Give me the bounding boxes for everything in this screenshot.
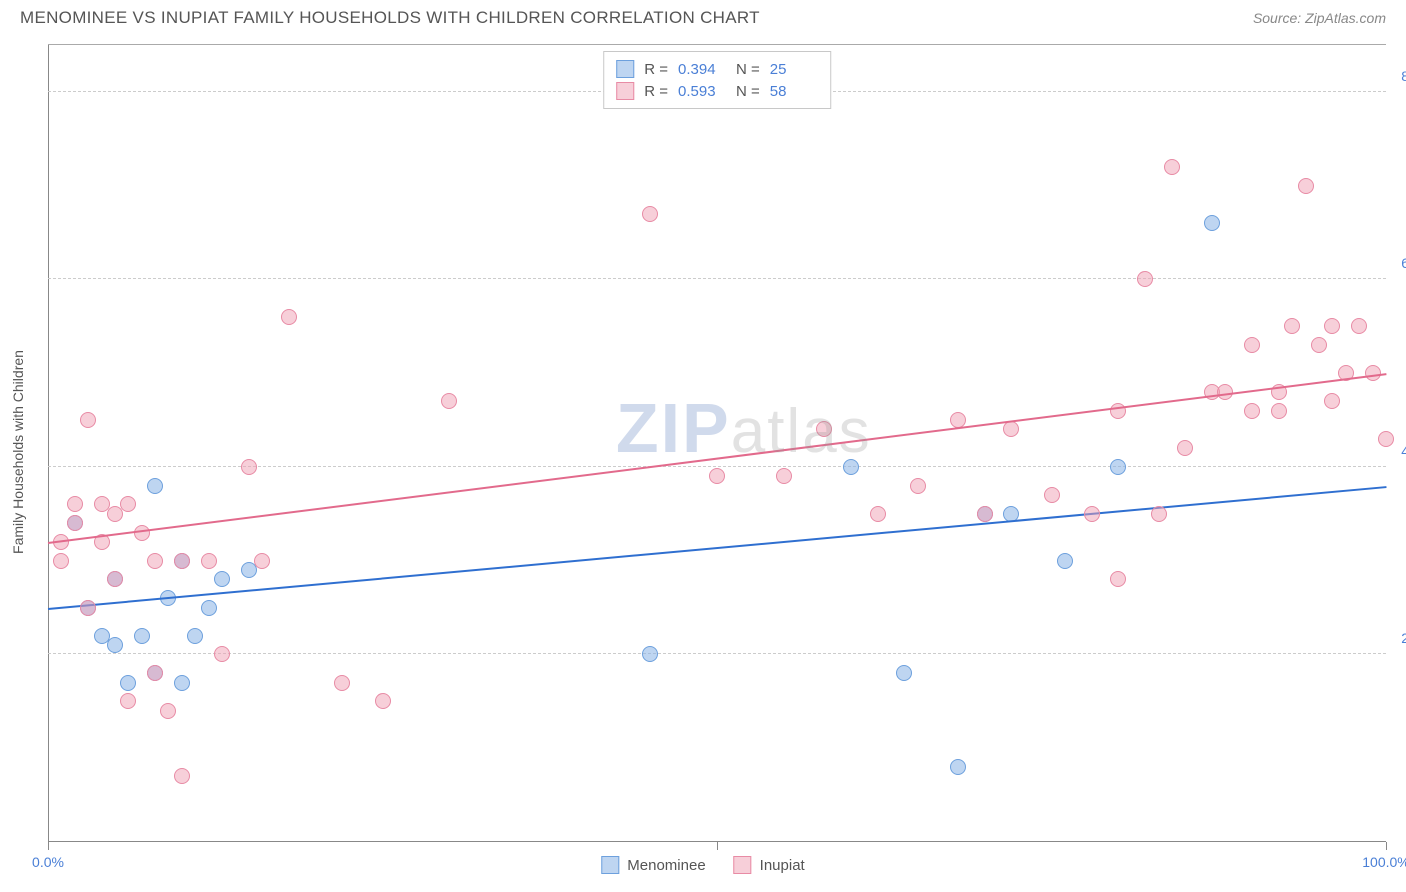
scatter-point [1110,571,1126,587]
scatter-point [950,759,966,775]
scatter-point [375,693,391,709]
scatter-point [120,496,136,512]
legend-r-value: 0.593 [678,83,726,100]
legend-n-label: N = [736,61,760,78]
scatter-point [1151,506,1167,522]
scatter-point [1324,393,1340,409]
x-tick-label: 100.0% [1362,854,1406,870]
y-tick-label: 60.0% [1391,255,1406,271]
scatter-point [1204,215,1220,231]
scatter-point [214,646,230,662]
scatter-point [334,675,350,691]
scatter-point [977,506,993,522]
scatter-point [187,628,203,644]
scatter-point [1177,440,1193,456]
series-name: Menominee [627,857,705,874]
series-name: Inupiat [760,857,805,874]
x-tick-label: 0.0% [32,854,64,870]
scatter-point [281,309,297,325]
scatter-point [816,421,832,437]
scatter-point [80,600,96,616]
scatter-point [1378,431,1394,447]
scatter-point [1311,337,1327,353]
scatter-point [160,703,176,719]
scatter-point [120,693,136,709]
scatter-point [174,553,190,569]
trend-line [48,486,1386,610]
scatter-point [201,553,217,569]
scatter-point [120,675,136,691]
scatter-point [241,459,257,475]
legend-swatch [734,856,752,874]
legend-n-value: 25 [770,61,818,78]
scatter-point [870,506,886,522]
legend-swatch [601,856,619,874]
scatter-point [1084,506,1100,522]
x-tick [1386,842,1387,850]
scatter-point [80,412,96,428]
scatter-point [1003,421,1019,437]
series-legend-item: Menominee [601,856,705,874]
y-tick-label: 80.0% [1391,68,1406,84]
scatter-point [67,515,83,531]
stats-legend-row: R = 0.394 N = 25 [616,58,818,80]
scatter-point [107,571,123,587]
scatter-point [1284,318,1300,334]
legend-swatch [616,60,634,78]
y-tick-label: 20.0% [1391,630,1406,646]
legend-r-value: 0.394 [678,61,726,78]
scatter-point [1324,318,1340,334]
scatter-point [1271,403,1287,419]
correlation-chart: Family Households with Children 20.0%40.… [48,44,1386,842]
plot-area: 20.0%40.0%60.0%80.0%0.0%100.0% [48,45,1386,842]
legend-r-label: R = [644,61,668,78]
legend-swatch [616,82,634,100]
scatter-point [201,600,217,616]
scatter-point [1351,318,1367,334]
stats-legend-row: R = 0.593 N = 58 [616,80,818,102]
series-legend-item: Inupiat [734,856,805,874]
legend-r-label: R = [644,83,668,100]
scatter-point [1298,178,1314,194]
scatter-point [1044,487,1060,503]
scatter-point [1110,459,1126,475]
legend-n-value: 58 [770,83,818,100]
scatter-point [1244,403,1260,419]
scatter-point [174,768,190,784]
scatter-point [896,665,912,681]
scatter-point [214,571,230,587]
scatter-point [776,468,792,484]
scatter-point [642,206,658,222]
scatter-point [1110,403,1126,419]
scatter-point [1164,159,1180,175]
x-tick [717,842,718,850]
scatter-point [709,468,725,484]
page-title: MENOMINEE VS INUPIAT FAMILY HOUSEHOLDS W… [20,8,760,28]
scatter-point [1057,553,1073,569]
scatter-point [441,393,457,409]
stats-legend: R = 0.394 N = 25 R = 0.593 N = 58 [603,51,831,109]
scatter-point [134,628,150,644]
gridline [48,278,1386,279]
scatter-point [1244,337,1260,353]
scatter-point [53,553,69,569]
scatter-point [107,637,123,653]
y-axis-label: Family Households with Children [10,350,26,554]
scatter-point [254,553,270,569]
source-label: Source: ZipAtlas.com [1253,10,1386,26]
x-tick [48,842,49,850]
legend-n-label: N = [736,83,760,100]
scatter-point [910,478,926,494]
scatter-point [174,675,190,691]
scatter-point [642,646,658,662]
gridline [48,653,1386,654]
scatter-point [67,496,83,512]
series-legend: Menominee Inupiat [601,856,804,874]
scatter-point [1137,271,1153,287]
scatter-point [147,665,163,681]
scatter-point [147,553,163,569]
scatter-point [843,459,859,475]
scatter-point [147,478,163,494]
y-tick-label: 40.0% [1391,443,1406,459]
